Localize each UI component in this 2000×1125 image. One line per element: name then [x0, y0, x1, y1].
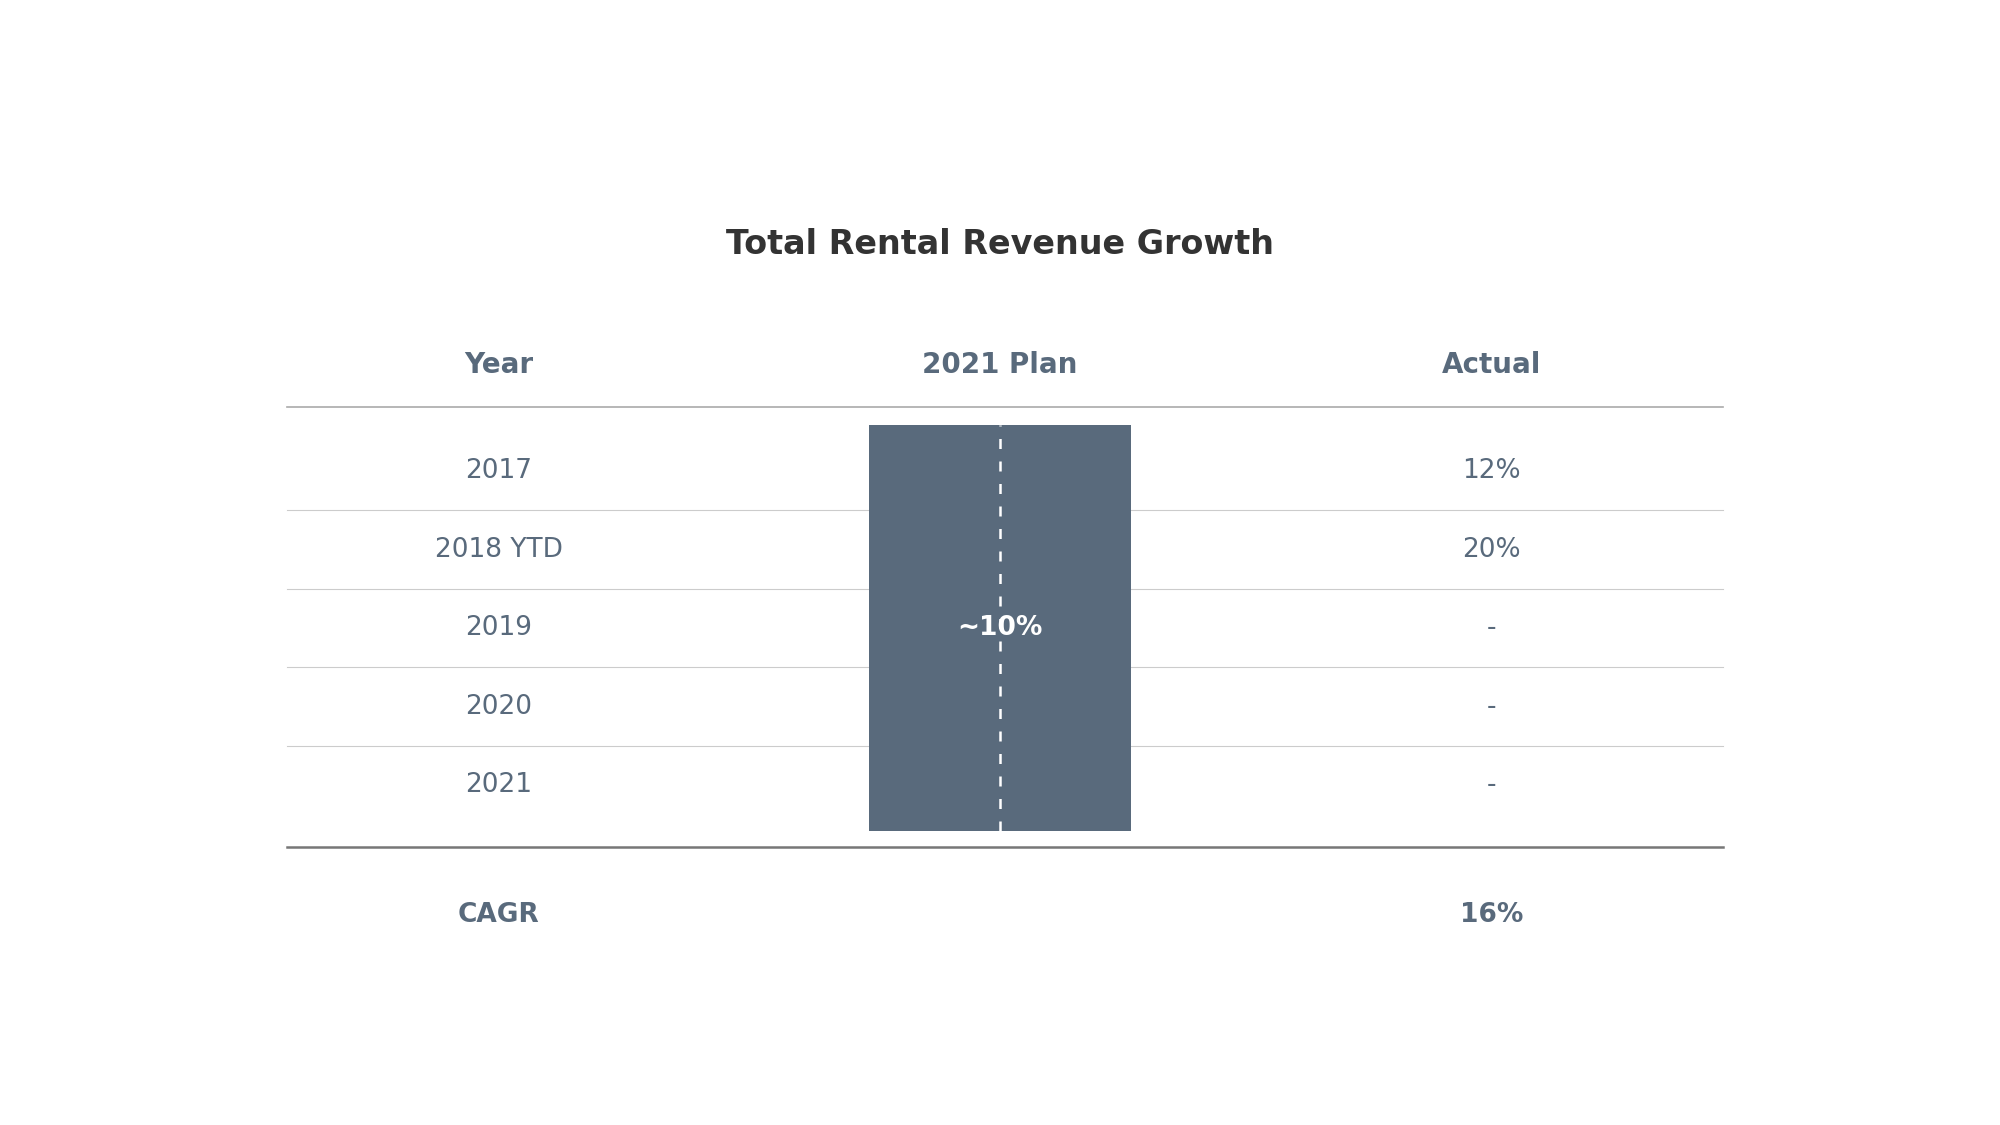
Text: 2019: 2019	[466, 615, 532, 641]
Text: 12%: 12%	[1462, 458, 1520, 484]
Text: Project 2021: Project 2021	[60, 72, 338, 109]
Text: -: -	[1486, 772, 1496, 799]
Text: 2017: 2017	[466, 458, 532, 484]
Text: 2021: 2021	[466, 772, 532, 799]
Text: CAGR: CAGR	[458, 901, 540, 927]
Text: 2021 Plan: 2021 Plan	[922, 351, 1078, 379]
Text: |  Financial Progress: | Financial Progress	[286, 71, 698, 110]
Text: Year: Year	[464, 351, 534, 379]
Text: Total Rental Revenue Growth: Total Rental Revenue Growth	[726, 228, 1274, 261]
Text: 2018 YTD: 2018 YTD	[434, 537, 562, 562]
Text: 16%: 16%	[1460, 901, 1524, 927]
Text: 20%: 20%	[1462, 537, 1520, 562]
Text: Ashtead
group: Ashtead group	[1866, 62, 1982, 119]
FancyBboxPatch shape	[868, 425, 1132, 831]
Text: 2020: 2020	[466, 694, 532, 720]
Text: ~10%: ~10%	[958, 615, 1042, 641]
Text: Actual: Actual	[1442, 351, 1542, 379]
Text: -: -	[1486, 615, 1496, 641]
Text: -: -	[1486, 694, 1496, 720]
